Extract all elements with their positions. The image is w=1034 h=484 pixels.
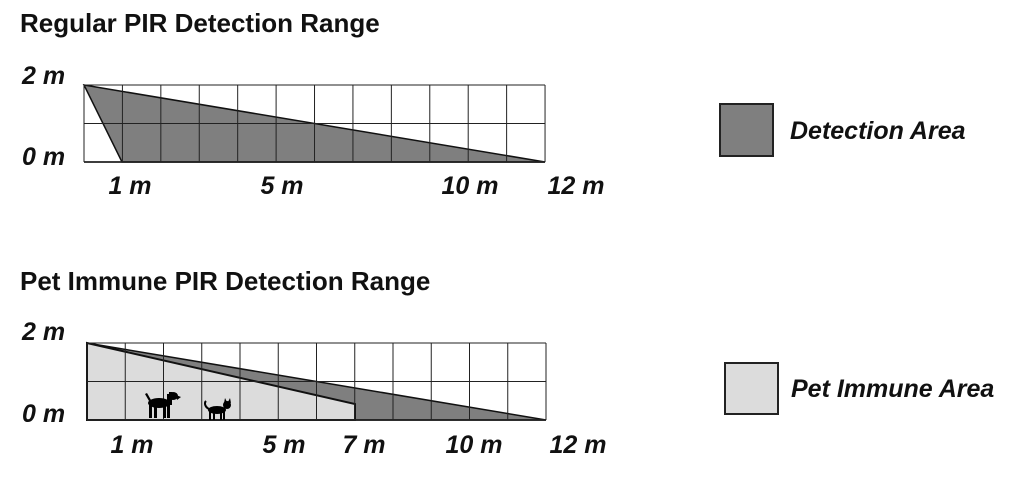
regular-x-label-5m: 5 m (260, 172, 304, 200)
regular-x-label-10m: 10 m (441, 172, 499, 200)
detection-area-label: Detection Area (790, 117, 966, 145)
pet-y-label-0m: 0 m (22, 400, 66, 428)
pet-immune-area-label: Pet Immune Area (791, 375, 995, 403)
pet-immune-diagram (86, 341, 547, 421)
pet-x-label-5m: 5 m (262, 431, 306, 459)
pet-x-label-1m: 1 m (110, 431, 154, 459)
pet-x-label-10m: 10 m (445, 431, 503, 459)
pet-immune-area-swatch (724, 362, 779, 415)
pet-x-label-7m: 7 m (342, 431, 386, 459)
pet-x-label-12m: 12 m (549, 431, 607, 459)
dog-icon (145, 392, 181, 418)
regular-detection-diagram (82, 84, 546, 163)
pet-grid (86, 342, 547, 421)
regular-y-label-0m: 0 m (22, 143, 66, 171)
regular-y-label-2m: 2 m (22, 62, 66, 90)
regular-x-label-1m: 1 m (108, 172, 152, 200)
pet-immune-range-title: Pet Immune PIR Detection Range (20, 266, 431, 296)
pet-y-label-2m: 2 m (22, 318, 66, 346)
regular-grid (83, 84, 546, 163)
regular-range-title: Regular PIR Detection Range (20, 8, 380, 38)
regular-x-label-12m: 12 m (547, 172, 605, 200)
cat-icon (204, 398, 231, 420)
detection-area-swatch (719, 103, 774, 157)
